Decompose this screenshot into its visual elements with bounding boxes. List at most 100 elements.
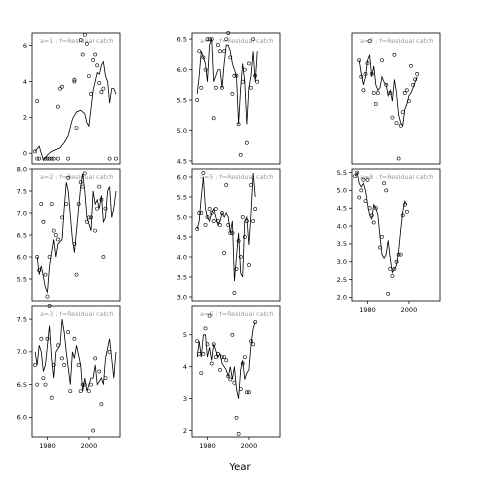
panel-8: a=8 : f=Residual catch 2.0 2.5 3.0 3.5 4.0 4.5… <box>337 168 441 314</box>
y-tick-label: 4.0 <box>337 222 347 230</box>
data-point <box>234 267 239 271</box>
data-point <box>253 73 258 78</box>
data-point <box>78 389 83 394</box>
data-point <box>201 351 206 356</box>
panel-frame <box>191 305 281 438</box>
y-tick-label: 5 <box>183 331 187 339</box>
fitted-line <box>34 60 117 162</box>
panel-5: a=5 : f=Residual catch 3.0 3.5 4.0 4.5 5.0 5.5… <box>177 168 281 302</box>
data-point <box>378 245 382 250</box>
data-point <box>87 74 91 79</box>
data-point <box>41 376 46 381</box>
data-point <box>371 91 376 95</box>
y-tick-label: 5.0 <box>177 213 187 221</box>
data-point <box>209 211 214 215</box>
data-point <box>74 272 79 277</box>
data-point <box>58 86 62 91</box>
data-point <box>35 255 40 259</box>
data-point <box>220 211 224 215</box>
data-point <box>380 234 384 239</box>
y-tick-label: 2.5 <box>337 276 347 284</box>
data-point <box>107 156 112 161</box>
data-point <box>226 374 231 379</box>
panel-title: a=7 : f=Residual catch <box>360 37 434 45</box>
panel-frame <box>31 305 121 438</box>
data-point <box>49 156 54 161</box>
y-tick-label: 7.0 <box>17 209 27 217</box>
data-point <box>373 102 378 106</box>
data-point <box>215 351 220 356</box>
data-point <box>35 382 40 387</box>
data-point <box>53 233 58 237</box>
data-point <box>369 72 374 76</box>
data-point <box>82 382 87 387</box>
data-point <box>72 241 77 246</box>
data-point <box>97 369 102 374</box>
data-point <box>211 116 216 121</box>
x-tick-label: 1980 <box>199 442 216 450</box>
data-point <box>39 336 44 341</box>
data-point <box>236 122 241 127</box>
y-tick-label: 3.5 <box>177 273 187 281</box>
data-point <box>380 58 384 63</box>
data-point <box>384 188 389 193</box>
data-point <box>396 252 401 257</box>
data-point <box>220 85 224 90</box>
data-point <box>33 149 38 154</box>
panel-frame <box>31 32 121 165</box>
data-point <box>195 98 200 102</box>
data-point <box>365 61 370 65</box>
y-tick-label: 6.0 <box>177 173 187 181</box>
data-point <box>365 177 370 182</box>
y-tick-label: 6.0 <box>17 414 27 422</box>
panel-grid: a=1 : f=Residual catch 0 2 4 6 a=2 : f=Residu… <box>17 31 441 450</box>
data-point <box>232 380 237 385</box>
data-point <box>45 156 50 161</box>
data-point <box>56 156 60 161</box>
panel-frame <box>191 168 281 302</box>
data-point <box>99 402 104 407</box>
x-tick-label: 2000 <box>81 442 98 450</box>
y-tick-label: 5.5 <box>337 169 347 177</box>
y-tick-label: 2 <box>183 427 187 435</box>
data-point <box>72 77 77 82</box>
data-point <box>388 266 393 271</box>
data-point <box>224 183 229 187</box>
data-point <box>197 211 202 215</box>
data-point <box>249 339 253 344</box>
panel-title: a=6 : f=Residual catch <box>200 310 274 318</box>
data-point <box>97 81 102 86</box>
data-point <box>253 320 258 324</box>
fitted-line <box>196 172 256 282</box>
data-point <box>209 37 214 42</box>
y-tick-label: 5.5 <box>17 275 27 283</box>
data-point <box>74 126 79 131</box>
data-point <box>80 184 85 189</box>
y-tick-label: 6.0 <box>177 66 187 74</box>
data-point <box>230 332 235 337</box>
data-point <box>197 49 202 54</box>
data-point <box>60 356 64 361</box>
data-point <box>56 237 60 242</box>
data-point <box>101 255 106 259</box>
data-point <box>226 223 231 227</box>
y-tick-label: 2.0 <box>337 294 347 302</box>
data-point <box>218 223 222 227</box>
data-point <box>238 387 243 392</box>
data-point <box>246 61 251 66</box>
panel-3: a=3 : f=Residual catch 6.0 6.5 7.0 7.5 1980 20… <box>17 304 121 450</box>
y-tick-label: 4.5 <box>177 233 187 241</box>
data-point <box>359 74 364 79</box>
data-point <box>205 215 210 219</box>
data-point <box>246 390 251 395</box>
data-point <box>228 377 233 382</box>
data-point <box>353 174 358 179</box>
data-point <box>246 263 251 267</box>
data-point <box>361 88 366 93</box>
data-point <box>384 83 389 87</box>
data-point <box>35 99 40 104</box>
fitted-line <box>196 38 258 125</box>
y-tick-label: 3 <box>183 395 187 403</box>
data-point <box>238 255 243 259</box>
data-point <box>207 37 212 42</box>
